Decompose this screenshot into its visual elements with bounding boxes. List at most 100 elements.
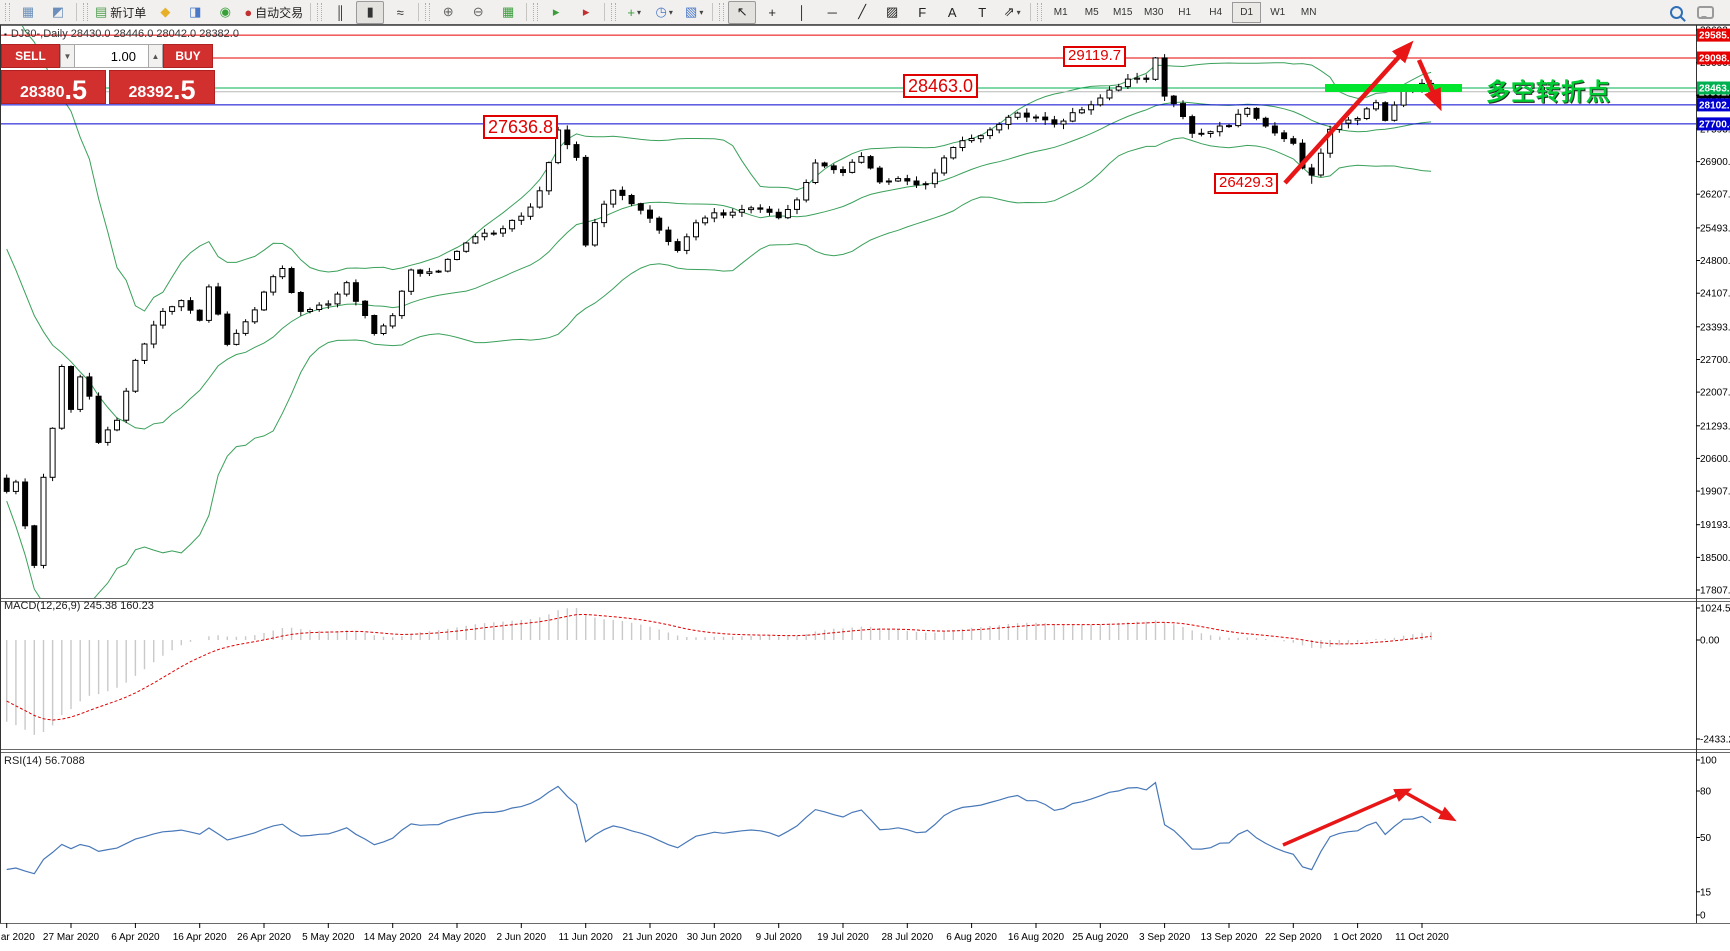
vline-icon[interactable]: │ (788, 1, 816, 24)
timeframe-m30[interactable]: M30 (1143, 6, 1164, 18)
price-tick-label: 23393.0 (1700, 322, 1730, 333)
tile-windows-icon: ▦ (502, 4, 515, 19)
price-tick-label: 24800.0 (1700, 256, 1730, 267)
volume-decrease-button[interactable]: ▼ (60, 44, 75, 68)
fibonacci-icon[interactable]: F (908, 1, 936, 24)
bollinger-lower-band (6, 137, 1432, 598)
text-icon[interactable]: A (938, 1, 966, 24)
trendline-icon[interactable]: ╱ (848, 1, 876, 24)
metaeditor-icon[interactable]: ◆ (151, 1, 179, 24)
date-tick-label: 13 Sep 2020 (1201, 932, 1258, 943)
timeframe-mn[interactable]: MN (1300, 6, 1317, 18)
buy-button[interactable]: BUY (163, 44, 213, 68)
bars-chart-icon[interactable]: ║ (326, 1, 354, 24)
signals-icon[interactable]: ◉ (211, 1, 239, 24)
date-tick-label: 16 Apr 2020 (173, 932, 227, 943)
crosshair-icon[interactable]: + (758, 1, 786, 24)
autotrade-icon-label: 自动交易 (255, 5, 304, 20)
timeframe-h1[interactable]: H1 (1178, 6, 1192, 18)
macd-panel (6, 608, 1432, 735)
chart-shift-icon: ▸ (582, 4, 590, 19)
line-chart-icon: ≈ (396, 4, 404, 20)
cursor-icon[interactable]: ↖ (728, 0, 757, 24)
rsi-indicator-label: RSI(14) 56.7088 (4, 755, 85, 767)
terminal-icon[interactable]: ◨ (181, 1, 209, 24)
price-label-28463: 28463.0 (903, 74, 979, 99)
price-badge-29098.5 (1697, 51, 1730, 65)
price-tick-label: 22007.0 (1700, 388, 1730, 399)
new-chart-icon[interactable]: ▦ (14, 1, 42, 24)
shapes-icon[interactable]: ⇗ ▾ (998, 1, 1026, 24)
volume-increase-button[interactable]: ▲ (148, 44, 163, 68)
trendline-icon: ╱ (858, 4, 867, 19)
zoom-out-icon: ⊖ (472, 4, 484, 19)
timeframe-w1[interactable]: W1 (1270, 6, 1286, 18)
rsi-tick-label: 0 (1700, 911, 1706, 922)
price-tick-label: 21293.0 (1700, 421, 1730, 432)
chart-canvas[interactable]: 29693.029000.028307.027593.026900.026207… (0, 25, 1730, 951)
price-badge-28102.9 (1697, 98, 1730, 112)
date-tick-label: 16 Aug 2020 (1008, 932, 1065, 943)
sell-button[interactable]: SELL (1, 44, 60, 68)
textlabel-icon: T (978, 4, 987, 20)
terminal-icon: ◨ (189, 4, 202, 19)
rsi-line (6, 781, 1432, 875)
volume-input[interactable] (75, 44, 148, 68)
timeframe-h4[interactable]: H4 (1209, 6, 1223, 18)
date-tick-label: 26 Apr 2020 (237, 932, 291, 943)
zoom-out-icon[interactable]: ⊖ (464, 1, 492, 24)
macd-indicator-label: MACD(12,26,9) 245.38 160.23 (4, 600, 154, 612)
date-tick-label: 21 Jun 2020 (622, 932, 677, 943)
date-tick-label: 3 Sep 2020 (1139, 932, 1191, 943)
textlabel-icon[interactable]: T (968, 1, 996, 24)
price-tick-label: 19193.0 (1700, 520, 1730, 531)
timeframe-d1[interactable]: D1 (1232, 1, 1262, 23)
autotrade-icon[interactable]: ● 自动交易 (241, 1, 306, 24)
channel-icon[interactable]: ▨ (878, 1, 906, 24)
tile-windows-icon[interactable]: ▦ (494, 1, 522, 24)
new-order-icon: ▤ (95, 4, 108, 19)
date-tick-label: 24 May 2020 (428, 932, 486, 943)
rsi-tick-label: 80 (1700, 787, 1712, 798)
templates-icon[interactable]: ▧ ▾ (680, 1, 708, 24)
dropdown-caret-icon: ▾ (699, 7, 704, 17)
date-tick-label: 6 Aug 2020 (946, 932, 997, 943)
line-chart-icon[interactable]: ≈ (386, 1, 414, 24)
timeframe-m15[interactable]: M15 (1112, 6, 1133, 18)
chart-shift-icon[interactable]: ▸ (572, 1, 600, 24)
date-tick-label: 18 Mar 2020 (0, 932, 35, 943)
candles-chart-icon[interactable]: ▮ (356, 0, 385, 24)
autoscroll-icon[interactable]: ▸ (542, 1, 570, 24)
dropdown-caret-icon: ▾ (636, 7, 641, 17)
trend-up-arrow (1283, 40, 1414, 185)
date-tick-label: 25 Aug 2020 (1072, 932, 1129, 943)
new-order-icon[interactable]: ▤ 新订单 (92, 1, 149, 24)
hline-icon[interactable]: ─ (818, 1, 846, 24)
price-badge-label: 27700.4 (1699, 119, 1730, 130)
buy-price-display[interactable]: 28392 .5 (109, 70, 215, 104)
indicators-icon: + (627, 4, 635, 20)
sell-price-display[interactable]: 28380 .5 (1, 70, 106, 104)
sell-price-int: 28380 (19, 84, 65, 102)
date-tick-label: 19 Jul 2020 (817, 932, 869, 943)
dropdown-caret-icon: ▾ (1016, 7, 1021, 17)
metaeditor-icon: ◆ (160, 4, 171, 19)
macd-signal-line (6, 613, 1432, 721)
toolbar: ▦ ◩ ▤ 新订单 ◆ ◨ ◉ ● 自动交易 ║ ▮ ≈ ⊕ ⊖ ▦ ▸ ▸ + ▾ ◷ ▾ ▧ ▾ ↖ + │ ─ ╱ ▨ F A T ⇗ ▾ M… (0, 0, 1730, 25)
date-tick-label: 5 May 2020 (302, 932, 355, 943)
timeframe-m1[interactable]: M1 (1053, 6, 1068, 18)
zoom-in-icon[interactable]: ⊕ (434, 1, 462, 24)
zone-annotation-text: 多空转折点 (1486, 79, 1611, 106)
search-icon[interactable] (1670, 5, 1683, 19)
chat-icon[interactable] (1697, 5, 1714, 19)
chart-title-text: DJ30-,Daily 28430.0 28446.0 28042.0 2838… (10, 28, 239, 40)
strategy-tester-icon[interactable]: ◩ (44, 1, 72, 24)
price-badge-label: 28463.0 (1699, 84, 1730, 95)
periods-icon[interactable]: ◷ ▾ (650, 1, 678, 24)
bollinger-upper-band (21, 25, 1432, 312)
symbol-marker-icon: ▪ (4, 29, 7, 39)
timeframe-m5[interactable]: M5 (1084, 6, 1099, 18)
date-tick-label: 1 Oct 2020 (1333, 932, 1382, 943)
indicators-icon[interactable]: + ▾ (620, 1, 648, 24)
buy-price-int: 28392 (128, 84, 173, 102)
